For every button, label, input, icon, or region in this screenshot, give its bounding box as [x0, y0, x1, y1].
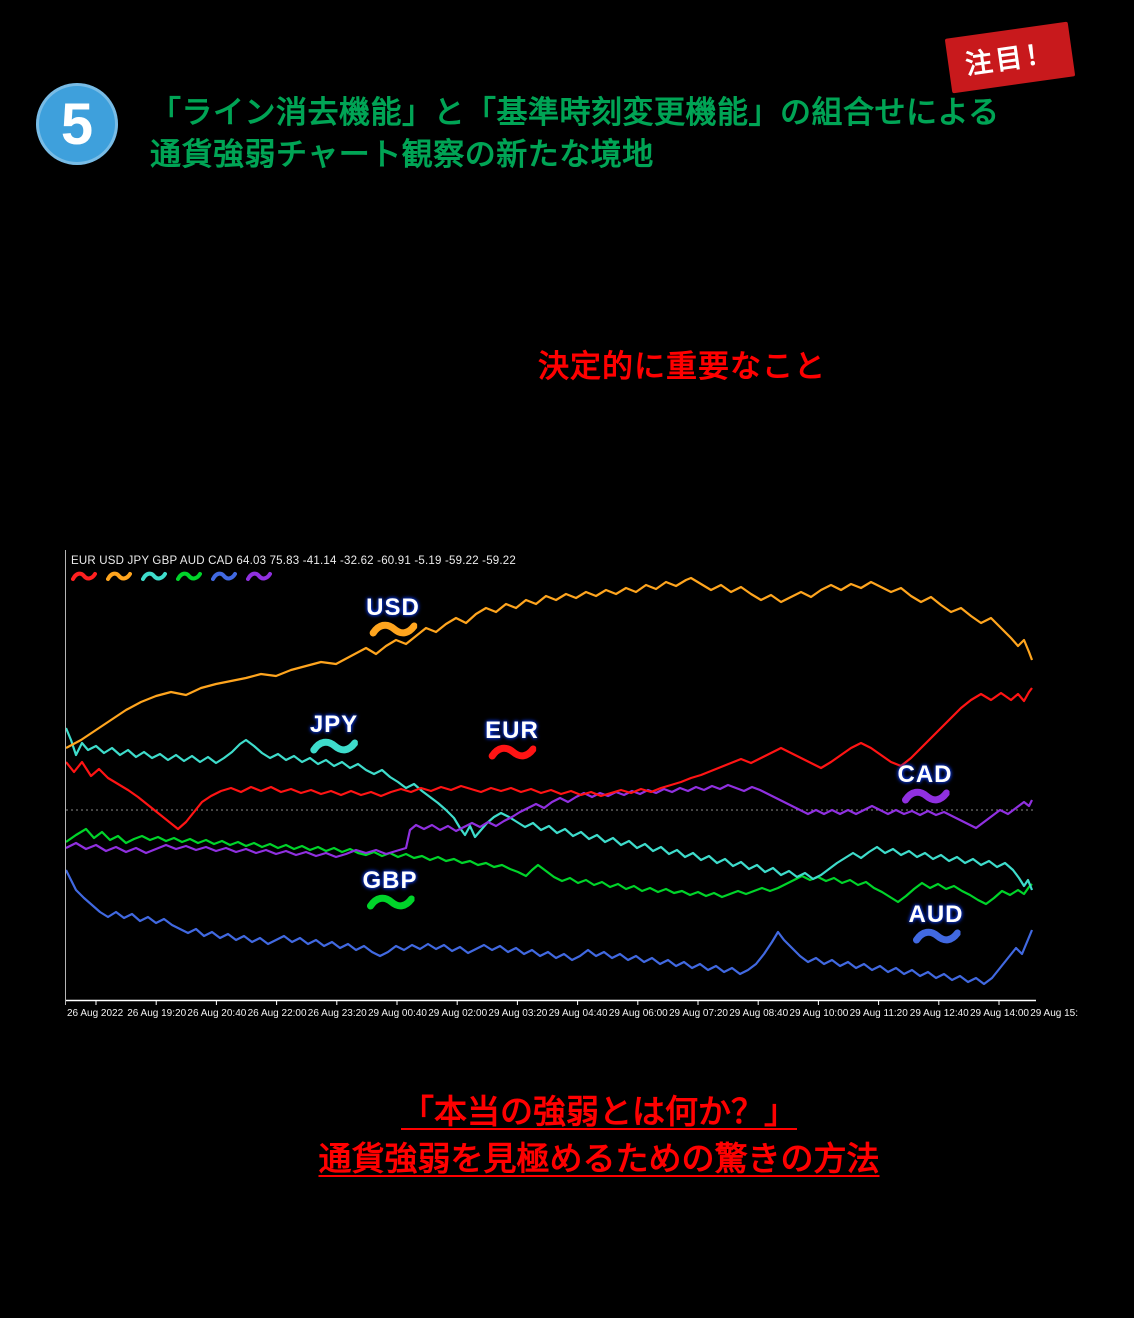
section-title: 「ライン消去機能」と「基準時刻変更機能」の組合せによる 通貨強弱チャート観察の新…	[150, 92, 1000, 176]
footer-line2[interactable]: 通貨強弱を見極めるための驚きの方法	[318, 1142, 880, 1178]
x-axis-labels: 26 Aug 2022 26 Aug 19:20 26 Aug 20:40 26 Au…	[65, 1008, 1134, 1024]
x-axis-label: 29 Aug 08:40	[729, 1008, 789, 1019]
section-number-icon: 5	[36, 83, 118, 165]
x-axis-label: 29 Aug 00:40	[368, 1008, 427, 1019]
x-axis-label: 29 Aug 06:00	[608, 1008, 668, 1019]
x-axis-label: 26 Aug 20:40	[187, 1008, 247, 1019]
x-axis-label: 29 Aug 15:	[1030, 1008, 1079, 1019]
callout-text: 決定的に重要なこと	[538, 349, 826, 384]
series-line-usd	[66, 576, 1034, 749]
attention-badge: 注目！	[944, 21, 1076, 94]
x-axis-label: 29 Aug 14:00	[970, 1008, 1029, 1019]
footer-line1[interactable]: 「本当の強弱とは何か？」	[401, 1095, 797, 1131]
series-line-gbp	[66, 827, 1033, 906]
x-axis-label: 26 Aug 2022	[67, 1008, 124, 1019]
legend-squiggle-jpy	[141, 571, 167, 581]
legend-swatches	[71, 571, 272, 583]
x-axis-label: 29 Aug 04:40	[548, 1008, 608, 1019]
x-axis-label: 29 Aug 07:20	[669, 1008, 728, 1019]
x-axis-label: 29 Aug 12:40	[909, 1008, 969, 1019]
legend-squiggle-cad	[246, 571, 272, 581]
legend-squiggle-eur	[71, 571, 97, 581]
section-title-line1: 「ライン消去機能」と「基準時刻変更機能」の組合せによる	[150, 95, 1000, 130]
legend-squiggle-usd	[106, 571, 132, 581]
x-axis-label: 26 Aug 22:00	[247, 1008, 307, 1019]
legend-squiggle-gbp	[176, 571, 202, 581]
series-line-jpy	[66, 727, 1034, 891]
footer-text: 「本当の強弱とは何か？」 通貨強弱を見極めるための驚きの方法	[32, 1090, 1134, 1184]
x-axis-label: 26 Aug 23:20	[307, 1008, 367, 1019]
legend-squiggle-aud	[211, 571, 237, 581]
series-line-aud	[66, 869, 1034, 986]
attention-badge-label: 注目！	[963, 37, 1057, 81]
plot-svg	[66, 576, 1036, 1005]
series-line-eur	[66, 687, 1033, 831]
section-title-line2: 通貨強弱チャート観察の新たな境地	[150, 137, 654, 172]
section-number: 5	[60, 91, 94, 157]
x-axis-label: 29 Aug 11:20	[849, 1008, 908, 1019]
x-axis-label: 29 Aug 03:20	[488, 1008, 548, 1019]
x-axis-label: 29 Aug 10:00	[789, 1008, 849, 1019]
x-axis-label: 26 Aug 19:20	[127, 1008, 187, 1019]
x-axis-label: 29 Aug 02:00	[428, 1008, 488, 1019]
chart-info-bar: EUR USD JPY GBP AUD CAD 64.03 75.83 -41.…	[71, 555, 516, 567]
currency-strength-chart: AUD GBP JPY CAD EUR USD EUR USD JPY GBP AUD C…	[65, 550, 1036, 1005]
